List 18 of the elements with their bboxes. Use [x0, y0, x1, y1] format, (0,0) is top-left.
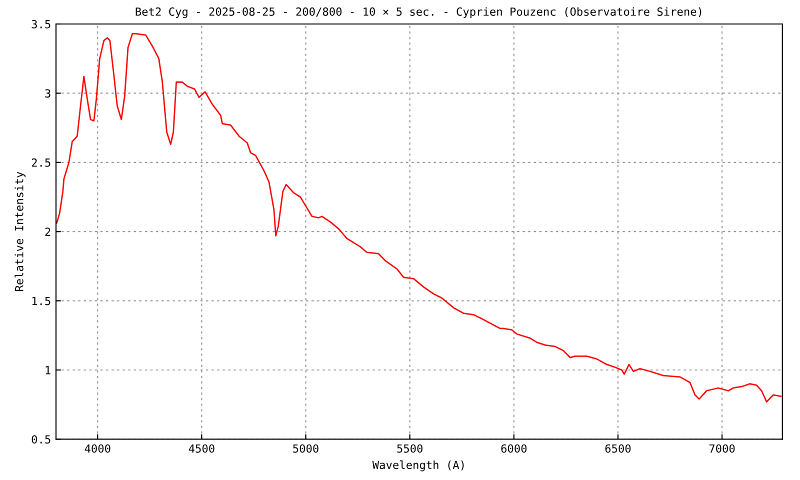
x-tick-label: 6500 [605, 444, 631, 453]
y-tick-label: 1.5 [32, 296, 50, 306]
y-tick-label: 0.5 [32, 435, 50, 444]
y-tick-label: 3.5 [32, 20, 50, 28]
x-axis-title: Wavelength (A) [372, 460, 464, 472]
y-tick-label: 2.5 [32, 158, 50, 167]
y-tick-label: 3 [45, 89, 50, 98]
x-tick-label: 4000 [84, 444, 110, 453]
x-tick-label: 5500 [397, 444, 422, 453]
y-axis-title: Relative Intensity [14, 172, 26, 292]
y-tick-label: 2 [45, 228, 50, 236]
line-series [56, 32, 782, 403]
x-tick-label: 6000 [501, 444, 527, 453]
chart-title: Bet2 Cyg - 2025-08-25 - 200/800 - 10 × 5 sec. - Cyprien Pouzenc (Observatoire Sirene) [136, 7, 702, 18]
x-tick-label: 7000 [709, 444, 735, 453]
x-tick-label: 5000 [293, 444, 318, 453]
x-tick-label: 4500 [188, 444, 214, 453]
y-tick-label: 1 [46, 366, 50, 374]
